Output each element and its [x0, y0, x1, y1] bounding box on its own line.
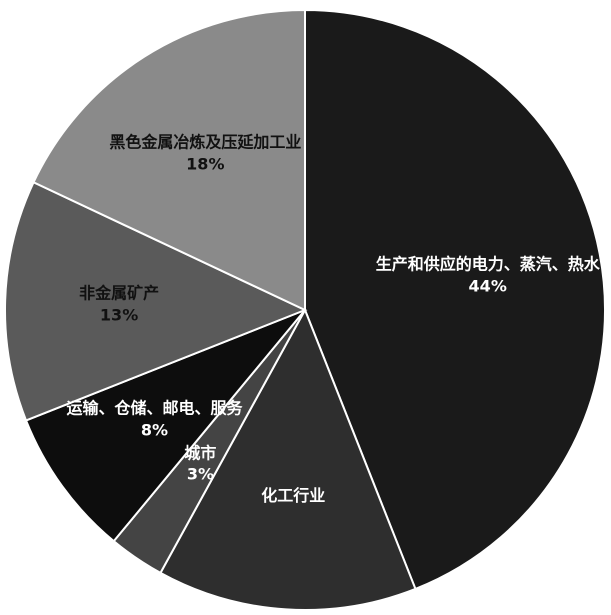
- pie-slice: [24, 309, 306, 543]
- value-label: 3%: [186, 464, 215, 484]
- slice-label: 化工行业: [173, 485, 413, 507]
- value-label: 18%: [186, 153, 225, 173]
- slice-label: 城市 3%: [80, 442, 320, 485]
- category-name: 生产和供应的电力、蒸汽、热水: [375, 254, 600, 274]
- slice-label: 非金属矿产 13%: [0, 283, 239, 326]
- slice-label: 黑色金属冶炼及压延加工业 18%: [85, 131, 325, 174]
- category-name: 黑色金属冶炼及压延加工业: [109, 132, 302, 152]
- category-name: 非金属矿产: [79, 283, 160, 303]
- pie-slice: [159, 307, 417, 611]
- value-label: 13%: [99, 305, 139, 325]
- pie-slice: [32, 8, 306, 312]
- pie-slice: [304, 8, 606, 591]
- pie-slice: [4, 180, 308, 422]
- slice-label: 运输、仓储、邮电、服务 8%: [35, 398, 275, 441]
- slice-label: 生产和供应的电力、蒸汽、热水 44%: [368, 254, 608, 297]
- value-label: 8%: [140, 420, 169, 440]
- category-name: 城市: [184, 443, 217, 463]
- value-label: 44%: [468, 276, 507, 296]
- category-name: 化工行业: [261, 485, 326, 505]
- category-name: 运输、仓储、邮电、服务: [66, 398, 243, 418]
